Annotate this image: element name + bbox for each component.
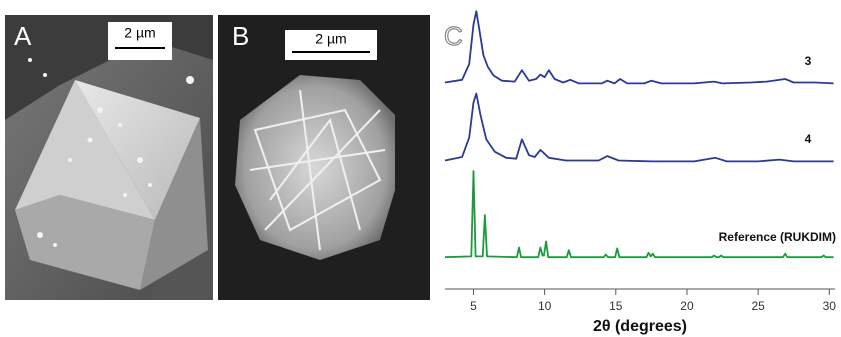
scale-bar-box bbox=[108, 22, 172, 60]
series-label: 3 bbox=[805, 54, 812, 68]
xrd-pattern bbox=[444, 92, 834, 163]
crystal-face bbox=[140, 118, 208, 290]
crystal-face bbox=[15, 195, 155, 290]
scale-bar-text: 2 µm bbox=[124, 25, 155, 41]
crystal-face bbox=[15, 80, 155, 220]
crystal-face bbox=[75, 80, 200, 220]
panel-label: A bbox=[14, 21, 32, 51]
x-tick-label: 15 bbox=[609, 299, 623, 313]
x-tick-label: 20 bbox=[680, 299, 694, 313]
series-label: Reference (RUKDIM) bbox=[719, 230, 836, 244]
x-axis-label: 2θ (degrees) bbox=[593, 318, 687, 335]
x-tick-label: 10 bbox=[538, 299, 552, 313]
panel-label: B bbox=[232, 21, 249, 51]
xrd-pattern bbox=[444, 10, 834, 85]
xrd-pattern bbox=[444, 170, 834, 259]
panel-a: A 2 µm bbox=[5, 15, 213, 300]
panel-label: C bbox=[444, 21, 463, 51]
panel-c: C 2θ (degrees) 5 10 15 20 25 30 3 4 Reference (R… bbox=[443, 10, 837, 335]
panel-b: B 2 µm bbox=[218, 15, 430, 300]
particles bbox=[28, 58, 194, 247]
series-label: 4 bbox=[805, 132, 812, 146]
scale-bar-text: 2 µm bbox=[315, 31, 346, 47]
x-tick-label: 30 bbox=[823, 299, 837, 313]
x-tick-label: 5 bbox=[470, 299, 477, 313]
crystal-plates bbox=[249, 89, 386, 251]
scale-bar-box bbox=[285, 30, 377, 60]
x-tick-label: 25 bbox=[751, 299, 765, 313]
